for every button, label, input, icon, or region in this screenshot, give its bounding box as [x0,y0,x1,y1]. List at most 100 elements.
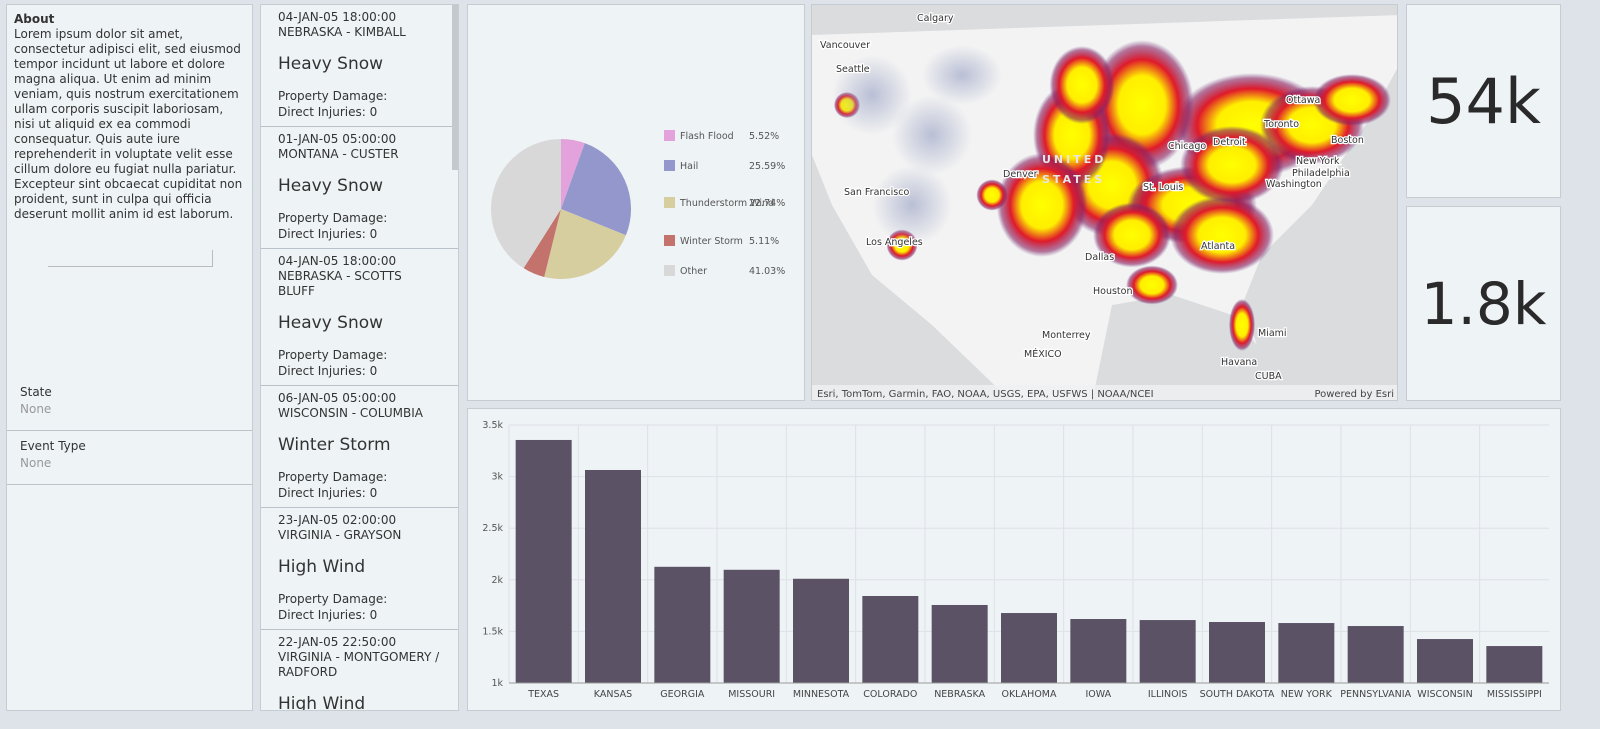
map-label: Washington [1266,179,1322,190]
legend-swatch [664,160,675,171]
legend-swatch [664,130,675,141]
pie-chart: Flash Flood 5.52% Hail 25.59% Thunderstorm W… [491,130,785,280]
x-tick-label: MINNESOTA [793,689,850,700]
event-damage: Property Damage: [278,470,388,484]
legend-label: Hail [680,161,698,172]
x-tick-label: ILLINOIS [1148,689,1188,700]
event-injuries: Direct Injuries: 0 [278,486,378,500]
x-tick-label: SOUTH DAKOTA [1200,689,1275,700]
bar [1139,620,1196,683]
heat-blob [996,153,1088,257]
legend-value: 5.11% [749,236,779,247]
map-label: Seattle [836,64,870,75]
map-label: Atlanta [1201,241,1235,252]
event-injuries: Direct Injuries: 0 [278,608,378,622]
map-label: New York [1296,156,1340,167]
y-tick-label: 2.5k [482,523,503,534]
event-location: NEBRASKA - KIMBALL [278,25,406,39]
map-label: Calgary [917,13,954,24]
about-text: Lorem ipsum dolor sit amet, consectetur … [14,27,243,221]
x-tick-label: IOWA [1086,689,1112,700]
map: Calgary Vancouver Seattle San Francisco Los … [812,5,1397,400]
heatmap [832,40,1391,351]
heat-blob [922,45,1002,105]
map-label: Chicago [1168,141,1206,152]
map-label: Miami [1258,328,1287,339]
event-item: 01-JAN-05 05:00:00 MONTANA - CUSTER Heavy … [261,127,458,249]
event-damage: Property Damage: [278,348,388,362]
x-tick-label: NEW YORK [1281,689,1333,700]
side-panel: About Lorem ipsum dolor sit amet, consec… [6,4,253,711]
heat-blob [976,179,1008,211]
x-tick-label: TEXAS [527,689,559,700]
filter-value: None [20,456,52,470]
filter-label: State [20,385,52,399]
map-label: CUBA [1255,371,1282,382]
map-label: St. Louis [1143,182,1183,193]
bar [515,439,572,683]
legend-label: Flash Flood [680,131,734,142]
map-label: Houston [1093,286,1132,297]
indicator: 54k [1406,4,1561,198]
map-label: Los Angeles [866,237,923,248]
x-tick-label: COLORADO [863,689,917,700]
event-item: 04-JAN-05 18:00:00 NEBRASKA - SCOTTS BLUF… [261,249,458,386]
bar [793,578,849,683]
event-date: 01-JAN-05 05:00:00 [278,132,397,146]
event-item: 04-JAN-05 18:00:00 NEBRASKA - KIMBALL Heav… [261,5,458,127]
y-tick-label: 2k [491,575,503,586]
pie-panel: Flash Flood 5.52% Hail 25.59% Thunderstorm W… [467,4,805,401]
bar [1486,646,1543,683]
filter: State None [7,377,252,431]
bar [1278,623,1335,683]
event-item: 22-JAN-05 22:50:00 VIRGINIA - MONTGOMERY … [261,630,458,711]
legend-value: 22.74% [749,198,785,209]
event-type: Heavy Snow [278,54,384,74]
y-tick-label: 1.5k [482,626,503,637]
map-label: Monterrey [1042,330,1091,341]
attribution: Esri, TomTom, Garmin, FAO, NOAA, USGS, E… [817,389,1154,400]
event-date: 04-JAN-05 18:00:00 [278,254,397,268]
bar [654,566,711,683]
x-tick-label: KANSAS [594,689,632,700]
event-type: Heavy Snow [278,176,384,196]
y-tick-label: 3k [491,472,503,483]
pie-slice [523,209,561,277]
heat-blob [872,165,952,245]
event-date: 06-JAN-05 05:00:00 [278,391,397,405]
event-type: Winter Storm [278,435,391,455]
map-label: Dallas [1085,252,1114,263]
pie-slice [561,143,631,236]
heat-blob [832,55,912,135]
filter-value: None [20,402,52,416]
map-label: Vancouver [820,40,870,51]
event-date: 22-JAN-05 22:50:00 [278,635,397,649]
bar [1417,639,1473,683]
heat-blob [892,95,972,175]
x-tick-label: PENNSYLVANIA [1340,689,1411,700]
map-label: Denver [1003,169,1038,180]
bar [1070,619,1127,683]
event-location: VIRGINIA - MONTGOMERY / RADFORD [278,650,440,679]
legend-value: 25.59% [749,161,785,172]
bar [1209,622,1265,683]
image-placeholder [48,250,213,267]
map-label: Havana [1221,357,1257,368]
indicator: 1.8k [1406,206,1561,401]
pie-slice [561,139,585,209]
legend-value: 41.03% [749,266,785,277]
event-type: High Wind [278,694,366,711]
pie-slice [491,139,561,269]
y-tick-label: 3.5k [482,420,503,431]
bar [1001,613,1057,683]
event-location: NEBRASKA - SCOTTS BLUFF [278,269,402,298]
heat-blob [1170,196,1274,274]
event-damage: Property Damage: [278,89,388,103]
about-title: About [14,12,55,26]
map-label: Philadelphia [1292,168,1350,179]
event-location: MONTANA - CUSTER [278,147,399,161]
bar [723,569,780,683]
legend-swatch [664,197,675,208]
legend-label: Other [680,266,707,277]
